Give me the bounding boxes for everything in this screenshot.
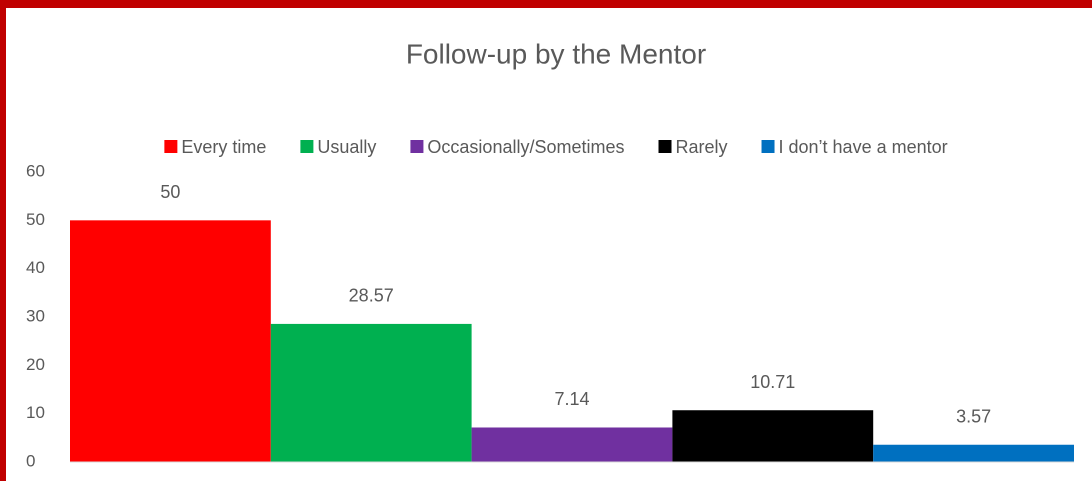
legend-label: Every time: [181, 137, 266, 157]
chart-title: Follow-up by the Mentor: [406, 38, 706, 69]
data-label: 7.14: [554, 389, 589, 409]
y-tick-label: 20: [26, 355, 45, 374]
y-tick-label: 30: [26, 306, 45, 325]
legend-label: Usually: [317, 137, 376, 157]
y-tick-label: 50: [26, 210, 45, 229]
y-tick-label: 0: [26, 451, 35, 470]
legend-swatch: [300, 140, 314, 153]
legend-swatch: [164, 140, 178, 153]
data-label: 10.71: [750, 372, 795, 392]
data-label: 3.57: [956, 406, 991, 426]
legend-swatch: [761, 140, 775, 153]
bar: [672, 410, 874, 462]
legend-label: I don’t have a mentor: [779, 137, 948, 157]
y-tick-label: 40: [26, 258, 45, 277]
legend-label: Occasionally/Sometimes: [427, 137, 624, 157]
bar: [873, 444, 1074, 462]
bar: [70, 220, 271, 462]
legend-swatch: [410, 140, 424, 153]
legend-label: Rarely: [676, 137, 728, 157]
legend-swatch: [658, 140, 672, 153]
bar: [471, 427, 673, 462]
bar: [270, 323, 472, 462]
data-label: 28.57: [349, 286, 394, 306]
data-label: 50: [160, 182, 180, 202]
y-tick-label: 60: [26, 161, 45, 180]
y-tick-label: 10: [26, 403, 45, 422]
